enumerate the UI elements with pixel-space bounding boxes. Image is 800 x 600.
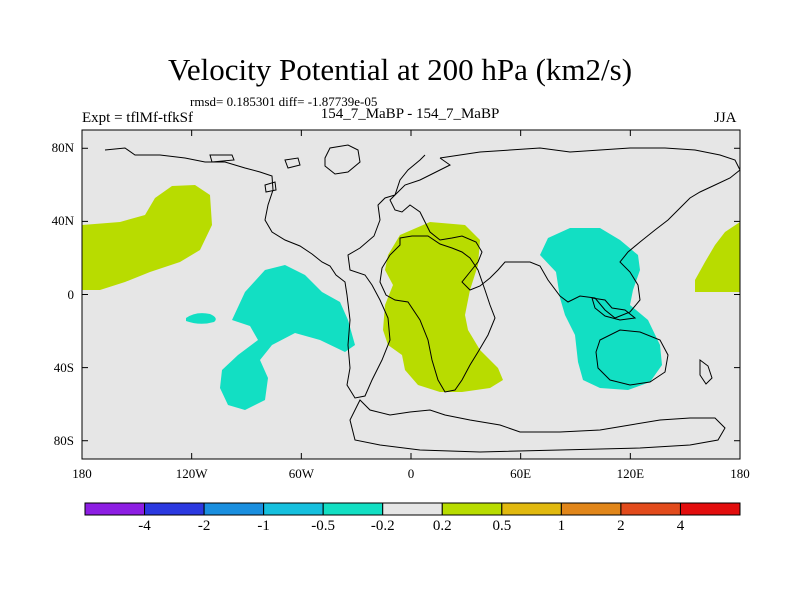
y-axis-label: 40N: [51, 213, 74, 229]
colorbar: [84, 502, 741, 516]
colorbar-label: -0.5: [311, 518, 336, 534]
colorbar-label: -2: [197, 518, 211, 534]
negative-region-small-patch: [186, 313, 216, 324]
colorbar-swatch: [203, 502, 265, 516]
colorbar-swatch: [620, 502, 681, 516]
colorbar-label: 1: [557, 518, 566, 534]
colorbar-swatch: [560, 502, 622, 516]
coastline-africa: [379, 235, 496, 393]
coastline-eurasia: [389, 147, 741, 319]
colorbar-label: 0.5: [492, 518, 512, 534]
colorbar-swatch: [322, 502, 384, 516]
y-axis-label: 80S: [53, 432, 74, 448]
colorbar-swatch: [263, 502, 324, 516]
axis-ticks: [81, 130, 741, 459]
case-label: 154_7_MaBP - 154_7_MaBP: [320, 106, 500, 122]
colorbar-label: 0.2: [432, 518, 452, 534]
colorbar-label: -1: [257, 518, 270, 534]
chart-title: Velocity Potential at 200 hPa (km2/s): [167, 52, 633, 87]
x-axis-label: 0: [407, 466, 415, 481]
colorbar-swatch: [84, 502, 146, 516]
positive-region-pacific-west: [82, 185, 212, 290]
x-axis-label: 60E: [510, 466, 532, 481]
y-axis-label: 0: [67, 286, 75, 302]
colorbar-swatch: [501, 502, 562, 516]
coastlines: [104, 144, 741, 453]
positive-region-pacific-east: [695, 222, 740, 292]
y-axis-label: 40S: [53, 359, 74, 375]
negative-region-asia: [540, 228, 662, 390]
colorbar-label: 2: [617, 518, 625, 534]
coastline-arctic-islands: [209, 154, 301, 193]
coastline-antarctica: [349, 399, 726, 453]
colorbar-label: -4: [138, 518, 151, 534]
coastline-new-zealand: [699, 359, 713, 385]
experiment-label: Expt = tflMf-tfkSf: [82, 110, 193, 126]
positive-region-africa: [383, 222, 503, 392]
negative-region-americas: [220, 265, 355, 410]
colorbar-label: 4: [676, 518, 685, 534]
x-axis-label: 120E: [616, 466, 645, 481]
x-axis-label: 180: [72, 466, 92, 481]
colorbar-swatch: [679, 502, 741, 516]
colorbar-swatch: [382, 502, 443, 516]
season-label: JJA: [714, 110, 737, 126]
colorbar-swatch: [144, 502, 205, 516]
stats-line: rmsd= 0.185301 diff= -1.87739e-05: [190, 94, 378, 109]
x-axis-label: 60W: [288, 466, 314, 481]
coastline-indonesia: [591, 297, 637, 321]
shaded-regions: [82, 185, 740, 410]
x-axis-label: 180: [730, 466, 750, 481]
x-axis-label: 120W: [175, 466, 208, 481]
coastline-greenland: [324, 144, 361, 175]
coastline-australia: [595, 329, 669, 386]
colorbar-swatch: [441, 502, 503, 516]
colorbar-label: -0.2: [370, 518, 395, 534]
y-axis-label: 80N: [51, 140, 74, 156]
coastline-north-america: [104, 147, 426, 399]
